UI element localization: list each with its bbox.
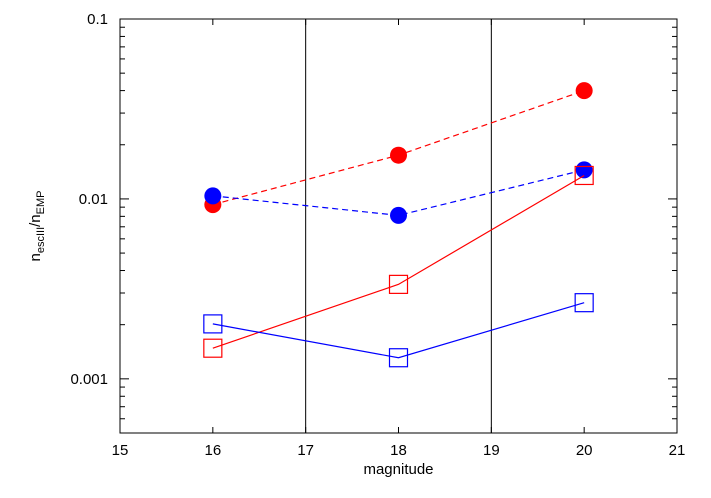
plot-frame	[119, 18, 678, 434]
x-tick-label: 20	[576, 442, 593, 459]
y-title-denominator: n	[27, 214, 44, 222]
y-tick-label: 0.001	[70, 371, 108, 388]
data-point-square	[388, 274, 409, 294]
data-point-square	[574, 293, 594, 313]
data-point-circle	[575, 82, 593, 100]
y-title-slash: /	[27, 222, 44, 227]
x-tick-label: 18	[390, 442, 407, 459]
data-point-circle	[204, 187, 222, 205]
y-tick-label: 0.01	[79, 191, 108, 208]
vertical-reference-lines	[305, 19, 492, 433]
series-line	[212, 302, 585, 359]
series-3	[203, 293, 594, 368]
x-tick-label: 15	[112, 442, 129, 459]
x-tick-label: 17	[297, 442, 314, 459]
x-tick-label: 19	[483, 442, 500, 459]
y-title-denominator-sub: EMP	[35, 191, 47, 215]
y-tick-labels: 0.001 0.01 0.1	[70, 11, 108, 388]
x-tick-label: 16	[204, 442, 221, 459]
series-group	[203, 82, 594, 368]
series-0	[204, 82, 593, 214]
y-title-numerator: n	[27, 253, 44, 261]
data-point-circle	[390, 206, 407, 224]
y-axis-title: nescIII/nEMP	[27, 191, 47, 262]
x-axis-title: magnitude	[363, 461, 433, 478]
series-line	[212, 174, 585, 349]
x-tick-label: 21	[669, 442, 686, 459]
data-point-square	[203, 338, 223, 358]
y-tick-label: 0.1	[87, 11, 108, 28]
series-2	[203, 165, 594, 358]
x-tick-labels: 15 16 17 18 19 20 21	[112, 442, 686, 459]
y-title-numerator-sub: escIII	[35, 227, 47, 253]
series-1	[204, 161, 593, 224]
data-point-square	[203, 314, 223, 334]
tick-marks	[119, 18, 678, 433]
series-line	[212, 169, 585, 216]
data-point-circle	[575, 161, 593, 179]
data-point-square	[388, 348, 409, 368]
data-point-square	[574, 165, 594, 186]
data-point-circle	[390, 146, 407, 164]
